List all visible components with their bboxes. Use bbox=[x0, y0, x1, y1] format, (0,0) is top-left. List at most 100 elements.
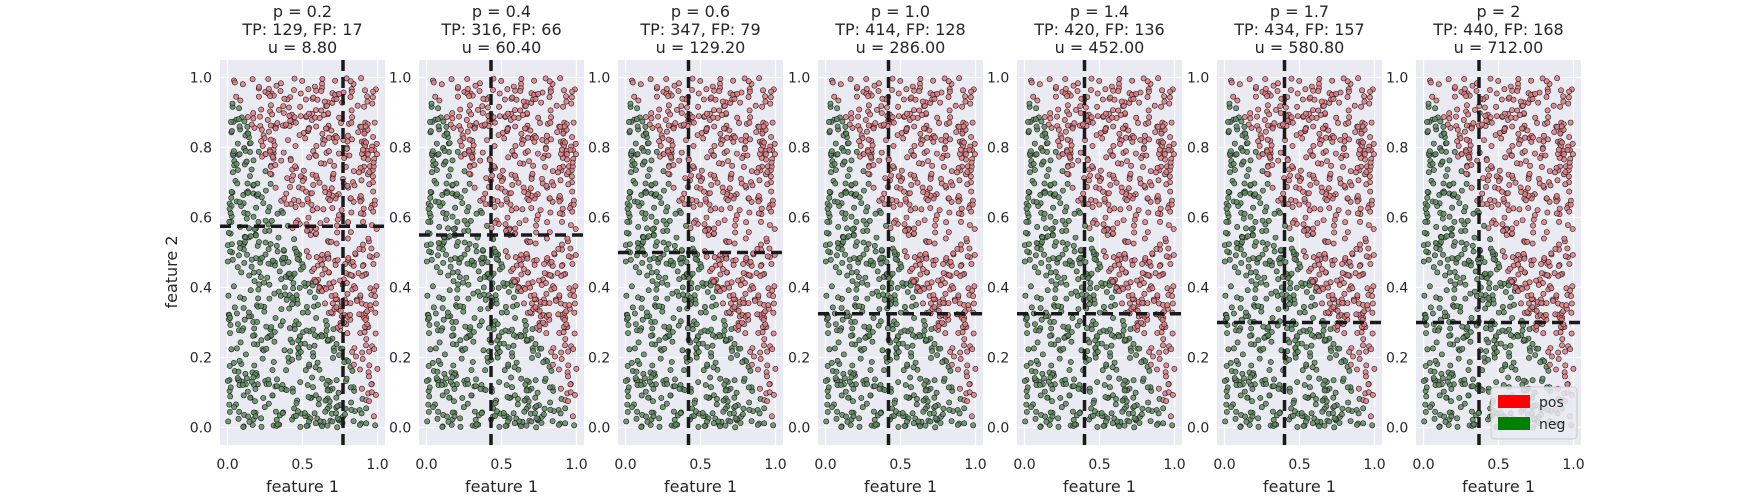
neg-point bbox=[255, 295, 261, 302]
neg-point bbox=[317, 418, 324, 425]
neg-point bbox=[324, 387, 331, 394]
pos-point bbox=[942, 290, 949, 297]
pos-point bbox=[334, 222, 340, 229]
pos-point bbox=[550, 182, 557, 189]
neg-point bbox=[479, 254, 486, 261]
pos-point bbox=[510, 265, 516, 272]
pos-point bbox=[355, 129, 362, 135]
pos-point bbox=[769, 413, 775, 420]
pos-point bbox=[911, 87, 918, 94]
pos-point bbox=[936, 207, 943, 213]
neg-point bbox=[648, 269, 655, 276]
pos-point bbox=[766, 146, 773, 153]
pos-point bbox=[1133, 150, 1139, 157]
pos-point bbox=[930, 261, 937, 268]
pos-point bbox=[762, 321, 769, 328]
neg-point bbox=[874, 268, 881, 275]
pos-point bbox=[535, 91, 541, 97]
panel-title-line: p = 0.2 bbox=[273, 2, 332, 21]
neg-point bbox=[1044, 233, 1051, 240]
neg-point bbox=[654, 281, 661, 288]
pos-point bbox=[531, 77, 537, 84]
neg-point bbox=[350, 418, 357, 424]
neg-point bbox=[518, 375, 525, 382]
panel-title-line: u = 286.00 bbox=[856, 38, 946, 57]
pos-point bbox=[753, 270, 760, 277]
neg-point bbox=[909, 342, 916, 349]
pos-point bbox=[889, 114, 896, 121]
neg-point bbox=[1044, 173, 1050, 179]
neg-point bbox=[662, 274, 669, 281]
neg-point bbox=[961, 405, 968, 412]
pos-point bbox=[955, 292, 962, 299]
pos-point bbox=[942, 330, 949, 337]
pos-point bbox=[1171, 151, 1177, 158]
pos-point bbox=[1151, 102, 1158, 109]
pos-point bbox=[911, 225, 917, 232]
neg-point bbox=[492, 248, 499, 255]
neg-point bbox=[842, 210, 849, 217]
neg-point bbox=[829, 148, 835, 154]
neg-point bbox=[426, 314, 432, 321]
neg-point bbox=[479, 260, 485, 267]
pos-point bbox=[747, 258, 754, 265]
neg-point bbox=[1091, 256, 1098, 262]
pos-point bbox=[1129, 261, 1136, 268]
neg-point bbox=[451, 398, 457, 405]
pos-point bbox=[570, 287, 577, 294]
pos-point bbox=[732, 257, 739, 263]
neg-point bbox=[876, 385, 883, 392]
neg-point bbox=[832, 140, 839, 147]
pos-point bbox=[960, 87, 966, 94]
pos-point bbox=[690, 119, 697, 126]
pos-point bbox=[1121, 250, 1128, 257]
pos-point bbox=[322, 189, 329, 195]
neg-point bbox=[1104, 289, 1110, 295]
pos-point bbox=[946, 88, 953, 95]
neg-point bbox=[425, 218, 432, 225]
pos-point bbox=[507, 190, 514, 196]
pos-point bbox=[943, 219, 949, 226]
y-tick-label: 0.4 bbox=[788, 281, 810, 297]
neg-point bbox=[893, 337, 900, 344]
pos-point bbox=[556, 210, 563, 217]
pos-point bbox=[305, 253, 312, 260]
neg-point bbox=[834, 199, 841, 205]
neg-point bbox=[427, 188, 434, 195]
pos-point bbox=[1083, 104, 1089, 111]
neg-point bbox=[834, 151, 841, 158]
neg-point bbox=[470, 338, 477, 345]
pos-point bbox=[328, 127, 335, 134]
neg-point bbox=[265, 221, 272, 228]
neg-point bbox=[226, 363, 233, 369]
pos-point bbox=[730, 77, 736, 84]
neg-point bbox=[245, 189, 251, 196]
neg-point bbox=[653, 218, 660, 225]
neg-point bbox=[848, 269, 855, 276]
x-tick-label: 0.0 bbox=[814, 457, 836, 473]
pos-point bbox=[961, 336, 968, 342]
pos-point bbox=[1142, 219, 1148, 226]
pos-point bbox=[952, 297, 958, 304]
neg-point bbox=[874, 288, 880, 295]
neg-point bbox=[297, 379, 304, 385]
neg-point bbox=[1052, 286, 1059, 293]
neg-point bbox=[343, 375, 350, 382]
pos-point bbox=[498, 78, 505, 84]
neg-point bbox=[870, 262, 876, 269]
neg-point bbox=[871, 383, 878, 389]
pos-point bbox=[964, 373, 970, 380]
neg-point bbox=[477, 385, 484, 392]
pos-point bbox=[1131, 229, 1138, 236]
pos-point bbox=[504, 214, 511, 221]
pos-point bbox=[704, 154, 711, 161]
pos-point bbox=[1139, 270, 1146, 276]
pos-point bbox=[772, 365, 779, 372]
pos-point bbox=[768, 134, 774, 140]
pos-point bbox=[956, 75, 962, 82]
pos-point bbox=[267, 102, 274, 109]
pos-point bbox=[1129, 77, 1135, 84]
neg-point bbox=[704, 361, 711, 368]
neg-point bbox=[1036, 327, 1043, 334]
neg-point bbox=[1087, 280, 1094, 286]
